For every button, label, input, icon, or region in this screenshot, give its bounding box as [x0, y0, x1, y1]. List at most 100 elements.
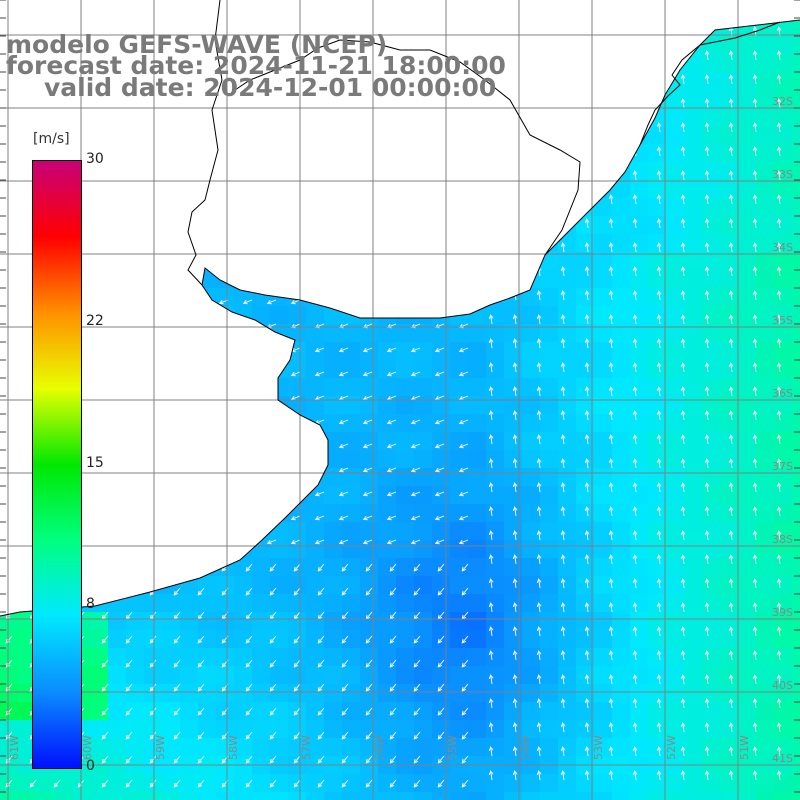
speed-cell [18, 774, 37, 793]
wind-arrow [386, 515, 397, 521]
wind-arrow [536, 290, 542, 301]
wind-arrow [389, 563, 397, 572]
speed-cell [738, 684, 757, 703]
speed-cell [558, 594, 577, 613]
speed-cell [162, 666, 181, 685]
speed-cell [108, 720, 127, 739]
speed-cell [306, 522, 325, 541]
wind-arrow [608, 194, 614, 205]
speed-cell [558, 738, 577, 757]
wind-arrow [536, 554, 542, 565]
wind-arrow [365, 779, 373, 788]
speed-cell [378, 666, 397, 685]
wind-arrow [488, 458, 494, 469]
speed-cell [504, 792, 523, 800]
wind-arrow [704, 770, 710, 781]
speed-cell [108, 648, 127, 667]
wind-arrow [197, 707, 205, 716]
speed-cell [180, 612, 199, 631]
speed-cell [198, 612, 217, 631]
color-scale-bar [32, 160, 82, 769]
speed-cell [738, 270, 757, 289]
speed-cell [216, 576, 235, 595]
speed-cell [360, 504, 379, 523]
wind-arrow [632, 602, 638, 613]
speed-cell [576, 648, 595, 667]
speed-cell [666, 360, 685, 379]
speed-cell [702, 360, 721, 379]
wind-arrow [752, 218, 758, 229]
speed-cell [792, 468, 800, 487]
wind-arrow [5, 779, 13, 788]
speed-cell [468, 558, 487, 577]
speed-cell [450, 540, 469, 559]
wind-arrow [101, 779, 109, 788]
wind-arrow [266, 299, 277, 305]
speed-cell [90, 702, 109, 721]
speed-cell [252, 306, 271, 325]
speed-cell [270, 792, 289, 800]
speed-cell [432, 522, 451, 541]
wind-arrow [293, 779, 301, 788]
speed-cell [648, 630, 667, 649]
wind-arrow [632, 506, 638, 517]
wind-arrow [173, 707, 181, 716]
wind-arrow [752, 554, 758, 565]
speed-cell [666, 198, 685, 217]
speed-cell [306, 324, 325, 343]
wind-arrow [632, 218, 638, 229]
speed-cell [522, 774, 541, 793]
speed-cell [252, 612, 271, 631]
speed-cell [648, 162, 667, 181]
speed-cell [684, 432, 703, 451]
speed-cell [414, 540, 433, 559]
speed-cell [486, 648, 505, 667]
wind-arrow [776, 506, 782, 517]
speed-cell [756, 342, 775, 361]
wind-arrow [776, 482, 782, 493]
speed-cell [342, 702, 361, 721]
speed-cell [576, 360, 595, 379]
speed-cell [378, 630, 397, 649]
wind-arrow [560, 362, 566, 373]
speed-cell [558, 360, 577, 379]
speed-cell [702, 504, 721, 523]
speed-cell [738, 54, 757, 73]
speed-cell [378, 558, 397, 577]
speed-cell [792, 108, 800, 127]
speed-cell [630, 684, 649, 703]
wind-arrow [512, 650, 518, 661]
speed-cell [702, 594, 721, 613]
speed-cell [756, 144, 775, 163]
speed-cell [594, 396, 613, 415]
speed-cell [234, 558, 253, 577]
speed-cell [468, 450, 487, 469]
wind-arrow [317, 779, 325, 788]
speed-cell [414, 774, 433, 793]
speed-cell [378, 504, 397, 523]
speed-cell [252, 774, 271, 793]
wind-arrow [434, 371, 445, 377]
speed-cell [252, 594, 271, 613]
speed-cell [774, 432, 793, 451]
wind-arrow [752, 266, 758, 277]
speed-cell [630, 774, 649, 793]
speed-cell [666, 774, 685, 793]
speed-cell [306, 594, 325, 613]
speed-cell [630, 486, 649, 505]
speed-cell [468, 720, 487, 739]
wind-arrow [512, 554, 518, 565]
speed-cell [306, 558, 325, 577]
wind-arrow [776, 722, 782, 733]
speed-cell [486, 504, 505, 523]
wind-arrow [338, 539, 349, 545]
speed-cell [666, 270, 685, 289]
wind-arrow [197, 731, 205, 740]
wind-arrow [488, 554, 494, 565]
wind-arrow [149, 755, 157, 764]
wind-arrow [461, 563, 469, 572]
speed-cell [666, 324, 685, 343]
speed-cell [288, 738, 307, 757]
speed-cell [576, 216, 595, 235]
wind-arrow [728, 650, 734, 661]
